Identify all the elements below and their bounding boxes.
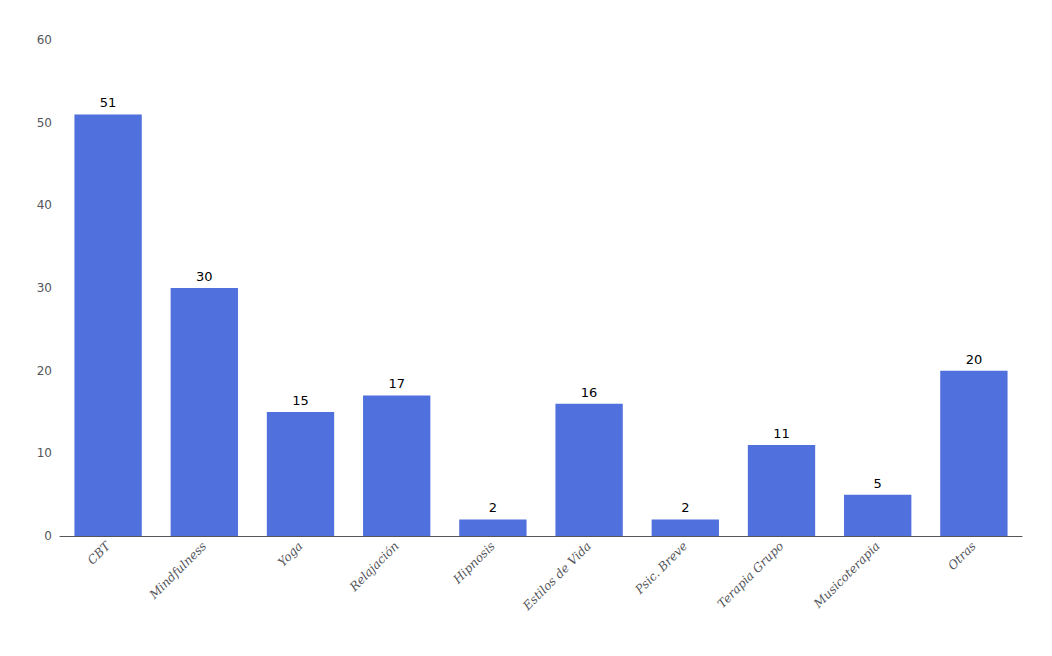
svg-text:Yoga: Yoga [275,539,305,569]
svg-text:17: 17 [388,376,405,391]
svg-text:Musicoterapia: Musicoterapia [810,539,882,611]
svg-text:Estilos de Vida: Estilos de Vida [520,539,594,613]
svg-text:Otras: Otras [945,539,979,573]
svg-text:10: 10 [37,446,52,460]
svg-text:5: 5 [874,476,882,491]
svg-text:0: 0 [44,529,52,543]
svg-text:2: 2 [681,500,689,515]
svg-text:11: 11 [773,426,790,441]
svg-text:20: 20 [966,352,983,367]
svg-text:Hipnosis: Hipnosis [450,539,498,587]
svg-text:51: 51 [100,95,117,110]
svg-text:15: 15 [292,393,309,408]
svg-text:40: 40 [37,198,52,212]
svg-text:60: 60 [37,33,52,47]
svg-text:30: 30 [37,281,52,295]
svg-text:2: 2 [489,500,497,515]
svg-text:20: 20 [37,364,52,378]
svg-text:Psic. Breve: Psic. Breve [632,539,690,597]
svg-text:Terapia Grupo: Terapia Grupo [715,539,787,611]
svg-text:50: 50 [37,116,52,130]
svg-text:Mindfulness: Mindfulness [146,539,209,602]
svg-text:CBT: CBT [85,538,114,567]
svg-text:Relajación: Relajación [346,539,401,594]
svg-text:16: 16 [581,385,598,400]
svg-text:30: 30 [196,269,213,284]
